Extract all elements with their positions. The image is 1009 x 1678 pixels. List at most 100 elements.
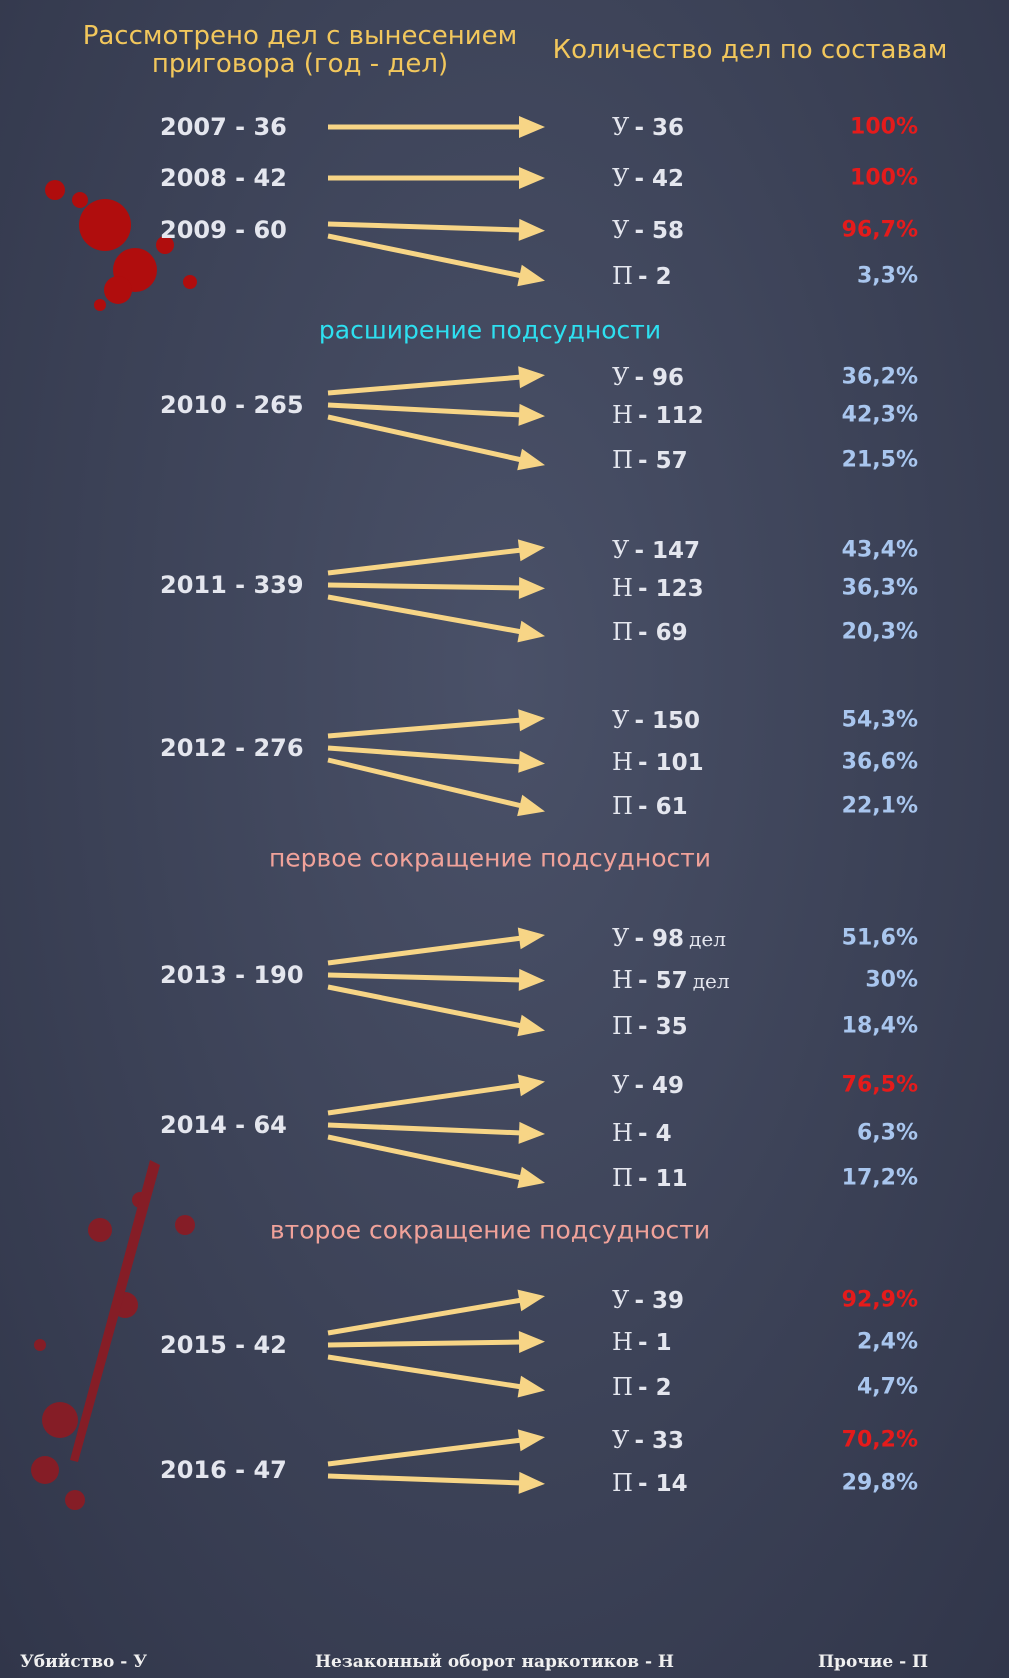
case-percent: 18,4% — [842, 1014, 918, 1039]
arrow — [328, 224, 522, 230]
case-code: Н — [612, 1119, 633, 1147]
arrow — [328, 377, 522, 393]
arrow-head — [518, 927, 545, 949]
case-number: - 101 — [638, 750, 704, 776]
case-code: У — [612, 1286, 629, 1314]
case-code: Н — [612, 966, 633, 994]
year-label: 2009 - 60 — [160, 216, 287, 244]
arrow — [328, 975, 522, 980]
case-percent: 36,2% — [842, 365, 918, 390]
year-label: 2008 - 42 — [160, 164, 287, 192]
case-code: У — [612, 113, 629, 141]
case-percent: 51,6% — [842, 926, 918, 951]
arrow-head — [519, 219, 545, 241]
case-count: П - 57 — [612, 446, 688, 474]
case-code: П — [612, 1373, 633, 1401]
case-percent: 30% — [865, 968, 918, 993]
arrow-head — [517, 795, 545, 816]
arrow — [328, 405, 522, 415]
case-count: Н - 57 дел — [612, 966, 730, 994]
case-percent: 76,5% — [842, 1073, 918, 1098]
case-number: - 57 — [638, 448, 688, 474]
case-number: - 49 — [634, 1073, 684, 1099]
case-code: П — [612, 618, 633, 646]
case-count: П - 2 — [612, 262, 672, 290]
case-count: Н - 4 — [612, 1119, 672, 1147]
arrow — [328, 1440, 522, 1464]
case-percent: 96,7% — [842, 218, 918, 243]
case-count: У - 98 дел — [612, 924, 726, 952]
arrow — [328, 1137, 522, 1178]
infographic: Рассмотрено дел с вынесением приговора (… — [0, 0, 1009, 1678]
arrow — [328, 1300, 522, 1333]
arrow-head — [518, 1429, 545, 1451]
arrow-head — [518, 539, 545, 561]
arrow — [328, 417, 522, 460]
arrow-head — [517, 449, 545, 470]
arrow — [328, 938, 522, 963]
case-code: У — [612, 1426, 629, 1454]
blood-splatter — [45, 180, 197, 311]
case-count: У - 150 — [612, 706, 700, 734]
arrow-head — [518, 1075, 545, 1097]
case-count: У - 147 — [612, 536, 700, 564]
case-percent: 22,1% — [842, 794, 918, 819]
case-number: - 4 — [638, 1121, 672, 1147]
case-code: П — [612, 1469, 633, 1497]
arrow-head — [517, 265, 545, 287]
year-label: 2014 - 64 — [160, 1111, 287, 1139]
case-number: - 57 — [638, 968, 688, 994]
case-percent: 36,6% — [842, 750, 918, 775]
arrow — [328, 550, 522, 573]
section-banner: второе сокращение подсудности — [270, 1216, 710, 1245]
case-count: П - 61 — [612, 792, 688, 820]
case-number: - 35 — [638, 1014, 688, 1040]
case-number: - 69 — [638, 620, 688, 646]
case-code: У — [612, 924, 629, 952]
case-number: - 58 — [634, 218, 684, 244]
case-percent: 20,3% — [842, 620, 918, 645]
case-count: У - 33 — [612, 1426, 684, 1454]
case-code: У — [612, 363, 629, 391]
case-number: - 2 — [638, 1375, 672, 1401]
arrow-head — [519, 1472, 545, 1494]
case-percent: 4,7% — [857, 1375, 918, 1400]
case-code: У — [612, 164, 629, 192]
arrow-head — [519, 577, 545, 599]
case-percent: 43,4% — [842, 538, 918, 563]
year-label: 2011 - 339 — [160, 571, 304, 599]
case-number: - 98 — [634, 926, 684, 952]
year-label: 2015 - 42 — [160, 1331, 287, 1359]
arrow — [328, 1342, 522, 1345]
arrow-head — [517, 621, 545, 643]
case-code: Н — [612, 574, 633, 602]
arrow — [328, 987, 522, 1026]
arrow-head — [518, 366, 545, 388]
arrow — [328, 1476, 522, 1483]
arrow — [328, 1085, 522, 1113]
case-number: - 11 — [638, 1166, 688, 1192]
case-suffix: дел — [693, 969, 730, 993]
arrow-head — [518, 1290, 545, 1312]
case-percent: 29,8% — [842, 1471, 918, 1496]
case-code: П — [612, 1164, 633, 1192]
header-right: Количество дел по составам — [530, 36, 970, 64]
case-number: - 39 — [634, 1288, 684, 1314]
arrow-head — [517, 1015, 545, 1037]
case-percent: 17,2% — [842, 1166, 918, 1191]
year-label: 2013 - 190 — [160, 961, 304, 989]
case-number: - 1 — [638, 1330, 672, 1356]
case-count: П - 69 — [612, 618, 688, 646]
year-label: 2012 - 276 — [160, 734, 304, 762]
arrow-head — [519, 1122, 545, 1144]
case-number: - 42 — [634, 166, 684, 192]
arrow — [328, 597, 522, 632]
year-label: 2010 - 265 — [160, 391, 304, 419]
arrow — [328, 1357, 522, 1387]
case-count: П - 14 — [612, 1469, 688, 1497]
arrow-head — [518, 404, 545, 426]
case-count: П - 2 — [612, 1373, 672, 1401]
case-number: - 2 — [638, 264, 672, 290]
arrow — [328, 236, 522, 276]
case-code: У — [612, 1071, 629, 1099]
